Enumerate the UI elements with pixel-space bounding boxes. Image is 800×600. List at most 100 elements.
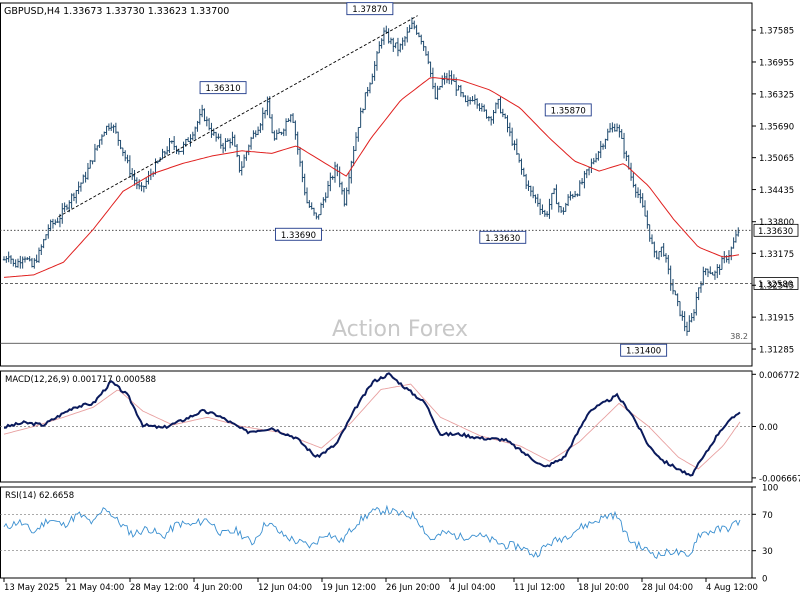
candle — [54, 219, 57, 226]
candle — [459, 84, 463, 97]
candle — [273, 130, 276, 141]
candle — [636, 187, 640, 199]
candle — [315, 212, 318, 220]
candle — [564, 202, 567, 212]
candle — [620, 129, 623, 139]
candle — [252, 130, 255, 139]
x-tick-label: 4 Jul 04:00 — [450, 583, 496, 593]
candle — [424, 46, 428, 56]
x-tick-label: 13 May 2025 — [4, 583, 59, 593]
candle — [200, 104, 204, 118]
candle — [340, 181, 344, 195]
candle — [408, 24, 411, 33]
candle — [233, 134, 236, 147]
candle — [86, 162, 90, 180]
candle — [527, 180, 530, 191]
candle — [298, 147, 302, 167]
candle — [389, 37, 393, 45]
candle — [112, 124, 115, 133]
candle — [329, 172, 332, 192]
candle — [695, 292, 698, 316]
candle — [676, 293, 679, 307]
candle — [124, 150, 127, 162]
candle — [117, 131, 120, 146]
candle — [571, 193, 574, 199]
candle — [207, 117, 211, 131]
candle — [305, 187, 309, 204]
candle — [496, 98, 500, 109]
candle — [625, 150, 628, 162]
candle — [452, 74, 456, 82]
macd-line — [3, 372, 741, 477]
candle — [639, 189, 642, 204]
candle — [653, 241, 656, 258]
candle — [105, 125, 108, 135]
candle — [406, 27, 409, 43]
candle — [382, 27, 386, 45]
candle — [697, 287, 700, 301]
candle — [552, 188, 556, 195]
candle — [489, 116, 493, 126]
candle — [14, 259, 17, 268]
candle — [212, 128, 215, 136]
candle — [434, 82, 437, 100]
candle — [650, 234, 654, 245]
candle — [422, 40, 425, 51]
candle — [566, 194, 570, 207]
candle — [613, 123, 616, 132]
watermark: Action Forex — [332, 317, 468, 342]
candle — [144, 177, 148, 189]
main-y-tick-label: 1.32545 — [759, 282, 794, 292]
candle — [634, 183, 637, 198]
candle — [494, 102, 498, 114]
chart-header: GBPUSD,H4 1.33673 1.33730 1.33623 1.3370… — [4, 6, 229, 17]
candle — [629, 162, 633, 181]
candle — [345, 187, 348, 206]
candle — [709, 266, 712, 275]
candle — [415, 24, 418, 35]
candle — [371, 73, 374, 85]
swing-annotation-box — [544, 103, 592, 117]
candle — [457, 85, 460, 91]
main-y-tick-label: 1.35065 — [759, 154, 794, 164]
candle — [19, 255, 22, 269]
candle — [37, 247, 41, 263]
candle — [186, 137, 190, 142]
candle — [501, 108, 505, 118]
candle — [56, 217, 59, 223]
candle — [333, 161, 337, 183]
x-tick-label: 21 May 04:00 — [66, 583, 124, 593]
candle — [168, 138, 171, 154]
fib-level-label: 38.2 — [730, 332, 748, 341]
candle — [170, 140, 174, 144]
candle — [326, 180, 330, 198]
candle — [282, 128, 285, 137]
candle — [77, 181, 80, 195]
candle — [26, 257, 29, 260]
swing-annotation-label: 1.31400 — [626, 347, 661, 357]
swing-annotation-box — [479, 230, 527, 244]
candle — [268, 96, 271, 119]
candle — [193, 126, 197, 140]
candle — [189, 134, 192, 147]
candle — [126, 154, 129, 164]
candle — [557, 201, 560, 213]
candle — [289, 114, 292, 123]
candle — [228, 138, 232, 149]
candle — [599, 140, 602, 159]
candle — [641, 193, 644, 208]
candle — [287, 118, 290, 123]
candle — [473, 94, 477, 105]
candle — [277, 128, 281, 134]
candle — [172, 136, 176, 151]
candle — [100, 134, 104, 145]
candle — [441, 75, 444, 88]
candle — [196, 120, 199, 132]
candle — [21, 256, 24, 269]
candle — [720, 255, 724, 270]
trendline — [58, 15, 418, 218]
candle — [531, 186, 535, 199]
candle — [361, 108, 365, 114]
candle — [82, 174, 85, 184]
